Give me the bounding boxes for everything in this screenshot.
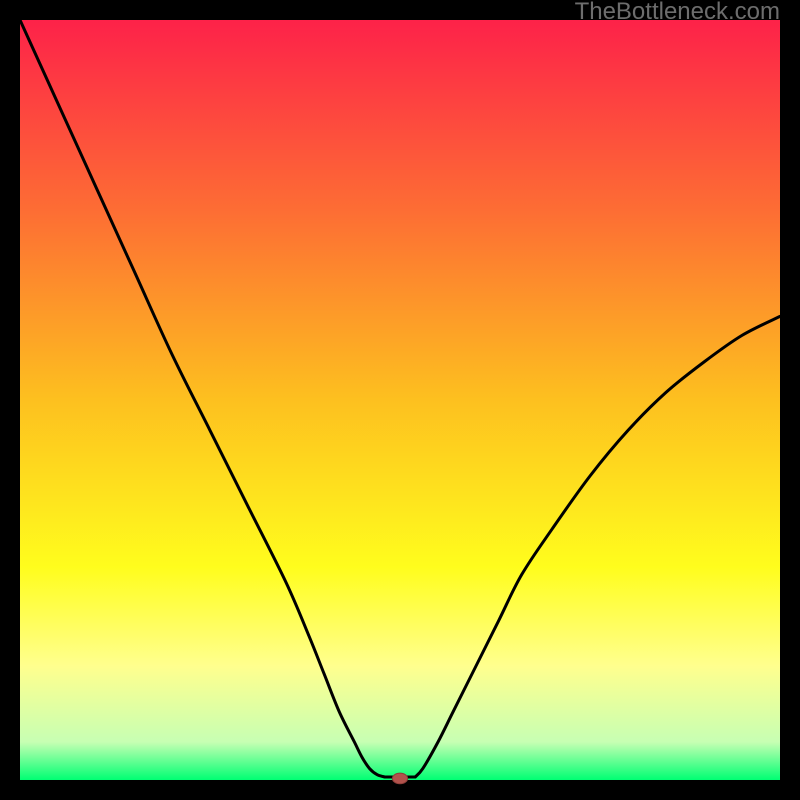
chart-stage: TheBottleneck.com xyxy=(0,0,800,800)
bottleneck-marker xyxy=(392,773,407,784)
curve-left-branch xyxy=(20,20,385,777)
bottleneck-curve xyxy=(0,0,800,800)
curve-right-branch xyxy=(415,316,780,777)
